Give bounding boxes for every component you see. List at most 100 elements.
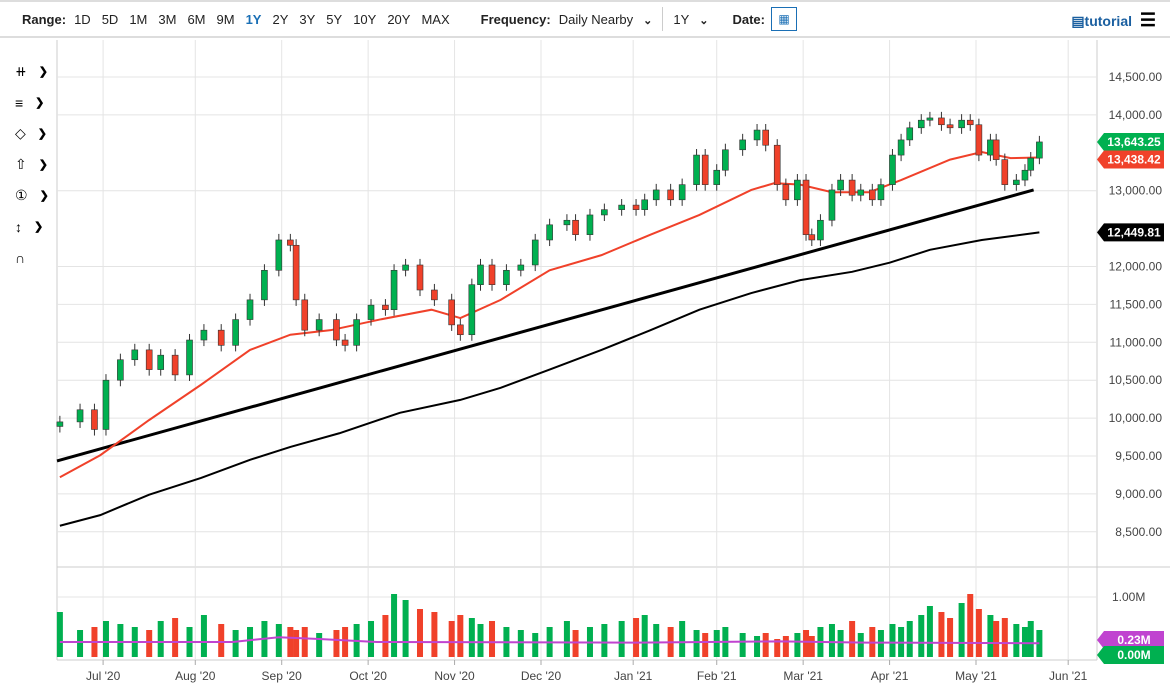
period-select[interactable]: 1Y ⌄: [673, 12, 708, 27]
numbered-circle-icon: ①: [15, 187, 28, 203]
volume-bar: [402, 600, 409, 657]
x-tick-label: May '21: [955, 669, 997, 683]
chevron-down-icon: ⌄: [699, 14, 709, 27]
volume-bar: [353, 624, 360, 657]
candle-body: [572, 219, 579, 235]
range-button-2y[interactable]: 2Y: [272, 11, 289, 27]
candle-body: [1036, 141, 1043, 159]
candle-body: [448, 299, 455, 326]
volume-bar: [1013, 624, 1020, 657]
candle-body: [246, 299, 254, 320]
line-tool[interactable]: ⧺ ❯: [0, 56, 56, 87]
volume-bar: [754, 636, 761, 657]
volume-bar: [828, 624, 835, 657]
volume-bar: [477, 624, 484, 657]
candle-body: [678, 184, 686, 201]
candle-body: [145, 349, 153, 370]
volume-bar: [293, 630, 300, 657]
fib-tool[interactable]: ≡ ❯: [0, 87, 56, 118]
chevron-right-icon: ❯: [38, 66, 48, 78]
volume-bar: [102, 621, 109, 657]
candle-body: [889, 154, 896, 185]
candle-body: [301, 299, 309, 331]
volume-bar: [457, 615, 464, 657]
volume-bar: [503, 627, 510, 657]
candle-body: [966, 119, 974, 126]
range-button-5d[interactable]: 5D: [101, 11, 119, 27]
candle-body: [713, 169, 721, 185]
chevron-right-icon: ❯: [39, 190, 49, 202]
x-tick-label: Jul '20: [86, 669, 121, 683]
tutorial-link[interactable]: ▤tutorial: [1071, 13, 1132, 30]
candle-body: [794, 179, 801, 201]
y-tick-label: 12,000.00: [1109, 260, 1163, 274]
volume-bar: [1036, 630, 1043, 657]
range-label: Range:: [22, 11, 67, 27]
candle-body: [217, 329, 225, 346]
candle-body: [641, 199, 649, 210]
tutorial-label: tutorial: [1084, 13, 1132, 29]
volume-bar: [333, 630, 340, 657]
volume-bar: [468, 618, 475, 657]
candle-body: [477, 264, 484, 285]
volume-bar: [641, 615, 648, 657]
frequency-value: Daily Nearby: [558, 11, 634, 27]
volume-bar: [301, 627, 308, 657]
ma50-tag-bg: [1097, 150, 1164, 169]
range-button-9m[interactable]: 9M: [216, 11, 235, 27]
arrow-up-icon: ⇧: [15, 156, 27, 172]
candle-body: [917, 119, 925, 129]
range-button-3m[interactable]: 3M: [158, 11, 177, 27]
candle-body: [1001, 159, 1009, 185]
measure-tool[interactable]: ↕ ❯: [0, 211, 56, 242]
volume-bar: [849, 621, 856, 657]
candle-body: [402, 264, 409, 271]
x-tick-label: Jan '21: [614, 669, 653, 683]
shape-tool[interactable]: ◇ ❯: [0, 118, 56, 149]
candle-body: [1021, 169, 1029, 181]
last-price-tag-bg: [1097, 132, 1164, 151]
volume-bar: [722, 627, 729, 657]
range-button-5y[interactable]: 5Y: [326, 11, 343, 27]
range-button-6m[interactable]: 6M: [187, 11, 206, 27]
volume-bar: [993, 621, 1000, 657]
arrow-tool[interactable]: ⇧ ❯: [0, 149, 56, 180]
ma50-line: [59, 151, 1040, 479]
candle-body: [488, 264, 496, 285]
candle-body: [753, 129, 761, 141]
volume-bar: [287, 627, 294, 657]
frequency-select[interactable]: Daily Nearby ⌄: [559, 12, 653, 27]
range-button-20y[interactable]: 20Y: [387, 11, 411, 27]
range-button-1y[interactable]: 1Y: [245, 11, 262, 27]
shape-icon: ◇: [15, 125, 26, 141]
range-button-1d[interactable]: 1D: [74, 11, 91, 27]
volume-bar: [172, 618, 179, 657]
magnet-tool[interactable]: ∩: [0, 242, 56, 273]
candle-body: [367, 304, 375, 320]
hamburger-menu-icon[interactable]: ☰: [1139, 10, 1156, 30]
volume-bar: [131, 627, 138, 657]
magnet-icon: ∩: [15, 249, 26, 266]
calendar-icon[interactable]: ▦: [771, 7, 797, 31]
volume-bar: [532, 633, 539, 657]
candle-body: [390, 269, 398, 311]
candle-body: [701, 154, 709, 185]
candle-body: [693, 154, 700, 185]
annotation-tool[interactable]: ① ❯: [0, 180, 56, 211]
film-icon: ▤: [1071, 13, 1085, 29]
volume-bar: [1001, 618, 1008, 657]
candle-body: [200, 329, 208, 341]
candle-body: [517, 264, 525, 271]
range-button-10y[interactable]: 10Y: [353, 11, 377, 27]
range-button-max[interactable]: MAX: [421, 11, 450, 27]
volume-bar: [117, 624, 124, 657]
candle-body: [157, 354, 165, 370]
volume-tag: 0.00M: [1117, 648, 1150, 662]
y-tick-label: 9,500.00: [1115, 449, 1162, 463]
range-button-1m[interactable]: 1M: [129, 11, 148, 27]
range-button-3y[interactable]: 3Y: [299, 11, 316, 27]
candle-body: [292, 244, 300, 301]
candle-body: [667, 189, 674, 201]
volume-ma-tag-bg: [1097, 631, 1164, 649]
